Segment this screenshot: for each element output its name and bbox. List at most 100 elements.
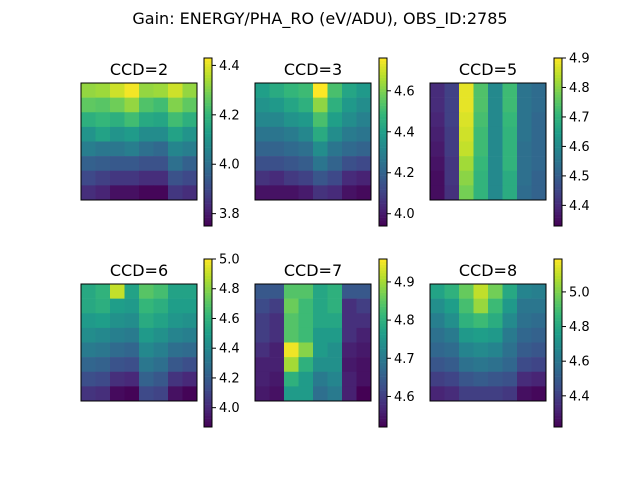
heatmap-cell (298, 97, 314, 113)
heatmap-cell (95, 126, 111, 142)
heatmap-cell (298, 112, 314, 128)
heatmap-cell (342, 313, 357, 329)
colorbar-segment (379, 371, 387, 375)
colorbar-segment (379, 365, 387, 369)
colorbar-segment (204, 301, 212, 305)
colorbar-segment (379, 407, 387, 411)
colorbar-segment (554, 359, 562, 363)
colorbar-segment (379, 156, 387, 160)
colorbar-segment (554, 289, 562, 293)
colorbar-segment (554, 298, 562, 302)
heatmap-cell (124, 357, 140, 373)
colorbar-segment (204, 320, 212, 324)
colorbar-tick-label: 5.0 (569, 285, 590, 300)
heatmap-cell (153, 141, 169, 157)
colorbar-tick-label: 4.2 (394, 166, 415, 181)
colorbar-segment (379, 326, 387, 330)
heatmap-cell (269, 313, 285, 329)
heatmap-cell (473, 327, 489, 343)
colorbar-segment (204, 144, 212, 148)
heatmap-cell (153, 298, 169, 314)
heatmap-cell (313, 284, 328, 299)
colorbar-segment (379, 133, 387, 137)
colorbar-segment (379, 404, 387, 408)
heatmap-cell (444, 156, 460, 172)
heatmap-cell (124, 97, 140, 113)
colorbar-segment (554, 320, 562, 324)
colorbar-segment (554, 158, 562, 162)
colorbar-segment (204, 77, 212, 81)
colorbar-segment (379, 289, 387, 293)
heatmap-cell (430, 386, 445, 402)
colorbar-segment (379, 172, 387, 176)
heatmap-cell (95, 185, 111, 201)
heatmap-cell (459, 371, 474, 387)
heatmap-cell (327, 97, 343, 113)
colorbar-segment (204, 354, 212, 358)
heatmap-cell (517, 342, 532, 358)
colorbar-segment (554, 100, 562, 104)
colorbar-segment (204, 181, 212, 185)
colorbar-tick-label: 4.8 (569, 81, 590, 96)
colorbar-segment (204, 315, 212, 319)
heatmap-cell (313, 342, 328, 358)
colorbar-segment (379, 354, 387, 358)
heatmap-cell (327, 386, 343, 402)
heatmap-cell (168, 386, 183, 402)
heatmap-cell (430, 342, 445, 358)
heatmap-cell (139, 97, 154, 113)
colorbar-segment (554, 91, 562, 95)
heatmap-cell (531, 170, 547, 186)
heatmap-cell (139, 386, 154, 402)
heatmap-cell (502, 386, 518, 402)
heatmap-cell (342, 83, 357, 98)
colorbar-segment (379, 139, 387, 143)
heatmap-cell (124, 327, 140, 343)
heatmap-cell (81, 156, 96, 172)
colorbar-segment (204, 382, 212, 386)
heatmap-cell (488, 357, 503, 373)
colorbar-segment (379, 220, 387, 224)
heatmap-cell (313, 357, 328, 373)
heatmap-cell (531, 342, 547, 358)
heatmap-cell (327, 141, 343, 157)
heatmap-cell (488, 156, 503, 172)
colorbar-segment (379, 58, 387, 62)
heatmap-cell (269, 97, 285, 113)
colorbar-segment (554, 390, 562, 394)
heatmap-cell (124, 185, 140, 201)
heatmap-cell (473, 313, 489, 329)
colorbar-segment (379, 348, 387, 352)
heatmap-cell (459, 156, 474, 172)
heatmap-cell (95, 112, 111, 128)
heatmap-cell (153, 170, 169, 186)
heatmap-cell (444, 126, 460, 142)
heatmap-cell (502, 170, 518, 186)
colorbar-tick-label: 4.6 (394, 84, 415, 99)
colorbar-segment (554, 315, 562, 319)
heatmap-cell (531, 298, 547, 314)
colorbar-segment (554, 278, 562, 282)
colorbar-segment (554, 212, 562, 216)
panel-ccd-5: CCD=5 4.4 4.5 4.6 4.7 4.8 4.9 (429, 52, 590, 227)
colorbar-segment (554, 410, 562, 414)
heatmap-cell (255, 170, 270, 186)
colorbar-segment (554, 317, 562, 321)
heatmap-cell (153, 97, 169, 113)
colorbar-segment (204, 119, 212, 123)
colorbar-segment (204, 167, 212, 171)
colorbar-segment (204, 133, 212, 137)
colorbar-segment (554, 114, 562, 118)
colorbar-segment (554, 261, 562, 265)
heatmap-cell (168, 156, 183, 172)
colorbar-segment (204, 158, 212, 162)
heatmap-cell (81, 357, 96, 373)
colorbar-segment (554, 105, 562, 109)
colorbar-segment (204, 80, 212, 84)
heatmap-cell (313, 386, 328, 402)
heatmap-cell (182, 357, 198, 373)
heatmap-cell (502, 185, 518, 201)
colorbar-segment (204, 108, 212, 112)
colorbar-segment (554, 133, 562, 137)
